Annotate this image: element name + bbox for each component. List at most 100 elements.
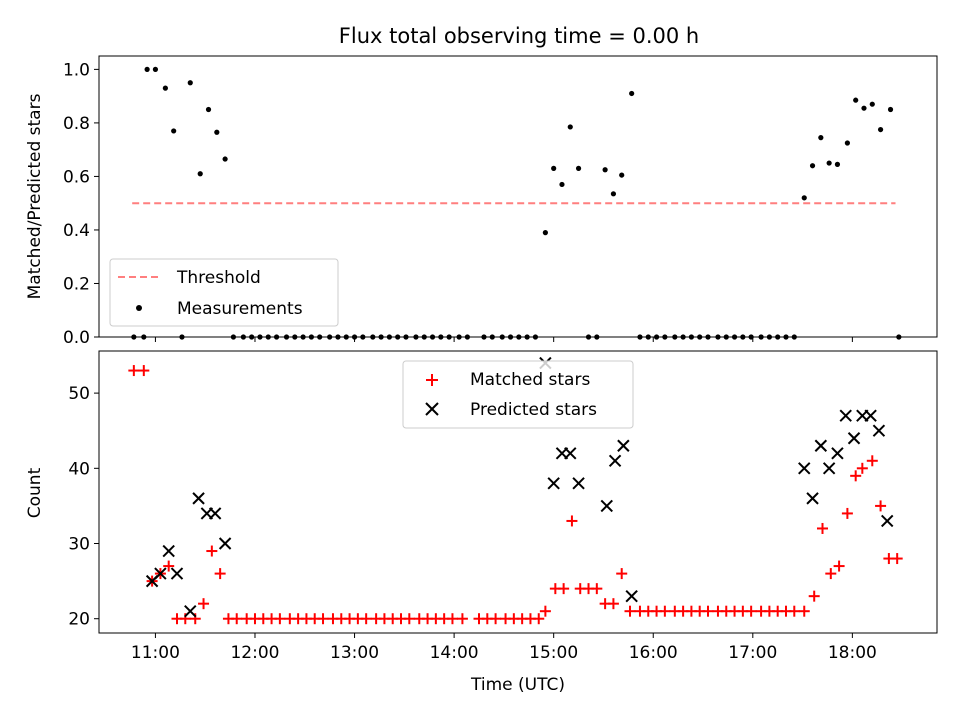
predicted-stars-point — [564, 447, 577, 460]
matched-stars-point — [360, 613, 372, 625]
matched-stars-point — [856, 462, 868, 474]
bottom-ytick-label: 40 — [68, 459, 90, 479]
legend-dot-icon — [136, 305, 142, 311]
matched-stars-point — [825, 568, 837, 580]
matched-stars-point — [456, 613, 468, 625]
predicted-stars-point — [208, 507, 222, 520]
measurement-point — [214, 129, 220, 135]
top-legend: Threshold Measurements — [109, 258, 339, 327]
matched-stars-point — [616, 568, 628, 580]
matched-stars-point — [591, 583, 603, 595]
matched-stars-point — [163, 560, 175, 572]
measurement-point — [834, 161, 841, 167]
measurement-point — [222, 156, 228, 162]
measurement-point — [869, 101, 875, 107]
legend-measurements-label: Measurements — [177, 299, 303, 319]
matched-stars-point — [317, 613, 329, 625]
bottom-xtick-label: 16:00 — [629, 643, 678, 663]
bottom-legend-box — [402, 360, 634, 429]
predicted-stars-point — [798, 462, 811, 475]
matched-stars-point — [138, 365, 150, 377]
bottom-xtick-label: 13:00 — [330, 643, 379, 663]
measurement-point — [542, 230, 548, 236]
measurement-point — [567, 124, 573, 130]
predicted-stars-point — [814, 439, 828, 452]
measurement-point — [861, 105, 867, 111]
matched-stars-point — [231, 613, 243, 625]
bottom-xtick-label: 12:00 — [230, 643, 279, 663]
matched-stars-point — [403, 613, 415, 625]
bottom-axes-frame — [98, 350, 938, 634]
measurement-point — [559, 181, 565, 188]
matched-stars-point — [446, 613, 458, 625]
measurement-point — [801, 195, 807, 201]
measurement-point — [162, 85, 168, 91]
matched-stars-point — [624, 605, 636, 617]
predicted-stars-point — [831, 447, 844, 460]
predicted-stars-point — [872, 424, 886, 437]
matched-stars-point — [533, 613, 545, 625]
top-ytick-label: 0.0 — [63, 328, 90, 348]
top-ytick-label: 0.2 — [63, 274, 90, 294]
predicted-stars-point — [806, 492, 819, 505]
measurement-point — [887, 106, 894, 113]
predicted-stars-point — [617, 439, 630, 452]
matched-stars-point — [566, 515, 578, 527]
measurement-point — [629, 90, 635, 97]
bottom-xlabel: Time (UTC) — [470, 675, 565, 695]
top-ytick-label: 1.0 — [63, 60, 90, 80]
bottom-legend: Matched stars Predicted stars — [402, 360, 634, 429]
matched-stars-point — [745, 605, 757, 617]
chart-title: Flux total observing time = 0.00 h — [339, 24, 699, 48]
predicted-stars-point — [864, 409, 877, 422]
matched-stars-point — [607, 598, 619, 610]
matched-stars-point — [659, 605, 671, 617]
predicted-stars-point — [184, 604, 197, 618]
measurement-point — [844, 140, 850, 146]
matched-stars-point — [214, 568, 226, 580]
measurement-point — [152, 66, 159, 72]
measurement-point — [809, 163, 816, 169]
predicted-stars-point — [881, 514, 894, 528]
bottom-ytick-label: 50 — [68, 384, 90, 404]
predicted-stars-point — [170, 567, 184, 580]
predicted-stars-point — [822, 462, 836, 475]
bottom-xtick-label: 18:00 — [828, 643, 877, 663]
top-axes-frame — [98, 55, 938, 338]
measurement-point — [205, 106, 212, 113]
matched-stars-point — [833, 560, 845, 572]
predicted-stars-point — [839, 409, 852, 422]
predicted-stars-point — [547, 477, 560, 490]
measurement-point — [853, 97, 859, 103]
measurement-point — [144, 66, 150, 72]
legend-predicted-label: Predicted stars — [470, 400, 597, 420]
legend-threshold-label: Threshold — [176, 268, 261, 288]
legend-matched-label: Matched stars — [470, 370, 590, 390]
top-ytick-label: 0.8 — [63, 114, 90, 134]
legend-x-icon — [425, 402, 439, 416]
bottom-xtick-label: 14:00 — [430, 643, 479, 663]
matched-stars-point — [128, 365, 140, 377]
predicted-stars-point — [625, 589, 638, 603]
predicted-stars-point — [154, 567, 167, 580]
top-ylabel: Matched/Predicted stars — [25, 93, 45, 299]
predicted-stars-point — [572, 477, 585, 490]
matched-stars-point — [875, 500, 887, 512]
predicted-stars-point — [162, 544, 175, 558]
measurement-point — [877, 126, 884, 133]
matched-stars-point — [274, 613, 286, 625]
legend-plus-icon — [426, 374, 438, 386]
measurement-point — [826, 160, 832, 166]
matched-stars-point — [891, 553, 903, 565]
matched-stars-point — [206, 545, 218, 557]
predicted-stars-point — [192, 492, 205, 505]
matched-stars-point — [841, 507, 853, 519]
bottom-xtick-label: 17:00 — [728, 643, 777, 663]
bottom-ylabel: Count — [25, 467, 45, 518]
predicted-stars-point — [608, 454, 622, 467]
matched-stars-point — [788, 605, 800, 617]
measurement-point — [197, 171, 203, 177]
bottom-ytick-label: 30 — [68, 535, 90, 555]
